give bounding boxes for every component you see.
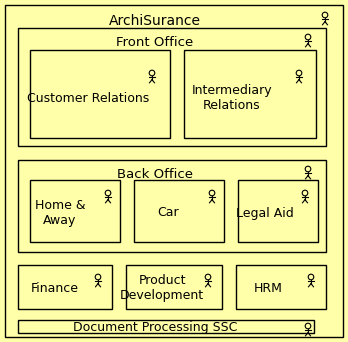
Text: Intermediary
Relations: Intermediary Relations	[192, 84, 272, 112]
Text: HRM: HRM	[254, 281, 283, 294]
Bar	[18, 28, 326, 146]
Bar	[236, 265, 326, 309]
Bar	[30, 180, 120, 242]
Bar	[18, 265, 112, 309]
Bar	[238, 180, 318, 242]
Text: Back Office: Back Office	[117, 168, 193, 181]
Text: Product
Development: Product Development	[120, 274, 204, 302]
Text: Document Processing SSC: Document Processing SSC	[73, 320, 237, 333]
Text: Finance: Finance	[31, 281, 79, 294]
Text: Home &
Away: Home & Away	[35, 199, 85, 227]
Text: Legal Aid: Legal Aid	[236, 207, 294, 220]
Bar	[184, 50, 316, 138]
Bar	[30, 50, 170, 138]
Text: ArchiSurance: ArchiSurance	[109, 14, 201, 28]
Bar	[18, 160, 326, 252]
Text: Front Office: Front Office	[116, 36, 193, 49]
Bar	[134, 180, 224, 242]
Bar	[18, 320, 314, 333]
Text: Car: Car	[157, 207, 179, 220]
Text: Customer Relations: Customer Relations	[27, 92, 149, 105]
Bar	[126, 265, 222, 309]
